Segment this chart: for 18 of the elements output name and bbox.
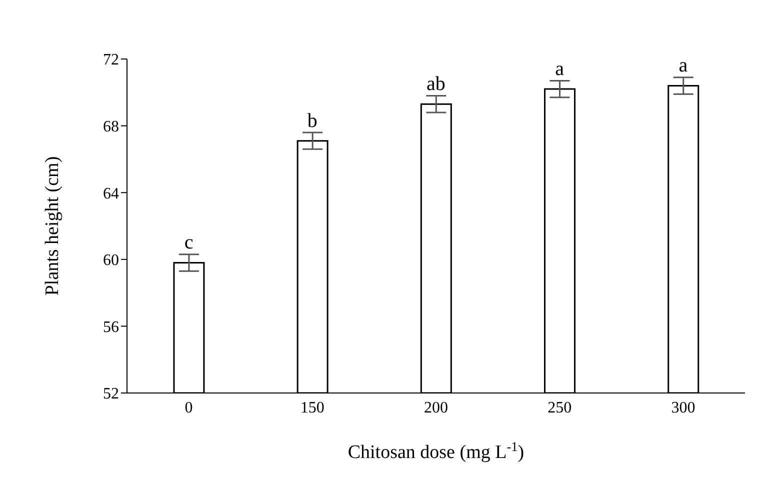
- y-tick-label: 52: [103, 386, 119, 403]
- annotation: ab: [426, 73, 446, 96]
- y-tick-label: 64: [103, 185, 119, 202]
- y-tick-label: 72: [103, 52, 119, 69]
- x-tick-label: 150: [300, 399, 324, 416]
- y-axis-title: Plants height (cm): [42, 156, 63, 296]
- annotation: a: [678, 54, 688, 77]
- annotation: a: [555, 58, 564, 80]
- x-tick-label: 250: [548, 399, 572, 416]
- annotation: b: [307, 110, 318, 132]
- x-tick-label: 200: [424, 399, 448, 416]
- y-tick-label: 56: [103, 318, 119, 336]
- annotation: c: [184, 232, 194, 254]
- y-tick-label: 60: [103, 252, 119, 270]
- x-axis-title: Chitosan dose (mg L$^{-1}$): [348, 438, 524, 463]
- x-tick-label: 0: [184, 399, 193, 416]
- x-tick-label: 300: [671, 399, 696, 416]
- y-tick-label: 68: [103, 118, 119, 136]
